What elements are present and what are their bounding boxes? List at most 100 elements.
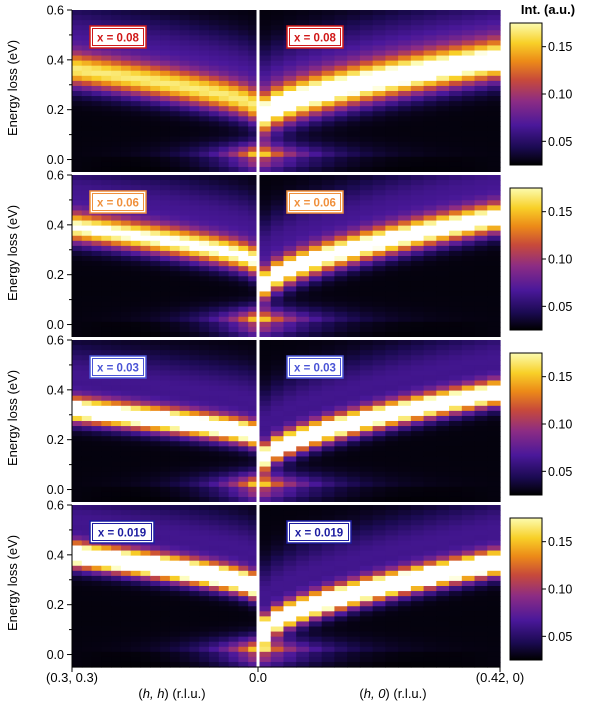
heatmap-cell	[461, 15, 476, 21]
heatmap-cell	[270, 471, 285, 478]
heatmap-cell	[101, 240, 112, 247]
heatmap-cell	[160, 535, 171, 542]
heatmap-cell	[410, 520, 425, 526]
heatmap-cell	[111, 491, 122, 498]
heatmap-cell	[248, 30, 259, 36]
heatmap-cell	[398, 235, 412, 242]
heatmap-cell	[449, 481, 463, 488]
heatmap-cell	[296, 631, 310, 638]
heatmap-cell	[347, 575, 361, 582]
heatmap-cell	[334, 151, 348, 158]
heatmap-cell	[283, 136, 297, 143]
heatmap-cell	[111, 555, 122, 562]
heatmap-cell	[101, 91, 112, 97]
heatmap-cell	[461, 235, 476, 242]
panel-separators	[70, 8, 502, 672]
heatmap-cell	[228, 15, 240, 21]
heatmap-cell	[474, 580, 488, 587]
heatmap-cell	[461, 261, 476, 267]
heatmap-cell	[461, 441, 476, 447]
heatmap-cell	[160, 471, 171, 478]
heatmap-cell	[81, 126, 93, 133]
heatmap-cell	[423, 345, 437, 351]
heatmap-cell	[308, 656, 323, 663]
heatmap-cell	[347, 441, 361, 447]
heatmap-cell	[228, 306, 240, 313]
heatmap-cell	[169, 570, 181, 577]
heatmap-cell	[218, 266, 230, 272]
heatmap-cell	[228, 106, 240, 112]
heatmap-cell	[140, 256, 151, 262]
heatmap-cell	[111, 340, 122, 346]
heatmap-cell	[179, 225, 191, 232]
heatmap-cell	[238, 621, 249, 628]
heatmap-cell	[209, 535, 220, 542]
heatmap-cell	[359, 245, 374, 252]
heatmap-cell	[296, 415, 310, 422]
heatmap-cell	[385, 316, 399, 323]
heatmap-cell	[321, 50, 336, 57]
heatmap-cell	[423, 50, 437, 57]
heatmap-cell	[296, 486, 310, 493]
heatmap-cell	[347, 340, 361, 346]
heatmap-cell	[461, 141, 476, 148]
heatmap-cell	[296, 405, 310, 412]
heatmap-cell	[72, 395, 83, 402]
heatmap-cell	[270, 390, 285, 397]
heatmap-cell	[258, 591, 272, 597]
heatmap-cell	[474, 405, 488, 412]
heatmap-cell	[91, 400, 102, 407]
heatmap-cell	[449, 126, 463, 133]
heatmap-cell	[150, 296, 161, 303]
heatmap-cell	[150, 276, 161, 282]
heatmap-cell	[91, 471, 102, 478]
heatmap-cell	[296, 106, 310, 112]
heatmap-cell	[72, 15, 83, 21]
heatmap-cell	[347, 331, 361, 338]
heatmap-cell	[283, 515, 297, 521]
heatmap-cell	[474, 505, 488, 511]
heatmap-cell	[209, 596, 220, 602]
heatmap-cell	[248, 311, 259, 318]
colorbar-tick-label: 0.10	[548, 253, 572, 267]
heatmap-cell	[270, 116, 285, 122]
heatmap-cell	[209, 340, 220, 346]
heatmap-cell	[130, 321, 142, 328]
heatmap-cell	[487, 535, 501, 542]
heatmap-cell	[72, 210, 83, 217]
heatmap-cell	[423, 261, 437, 267]
heatmap-cell	[283, 326, 297, 333]
heatmap-cell	[474, 656, 488, 663]
heatmap-cell	[238, 345, 249, 351]
heatmap-cell	[81, 55, 93, 62]
heatmap-cell	[308, 570, 323, 577]
heatmap-cell	[449, 611, 463, 617]
heatmap-cell	[410, 375, 425, 382]
heatmap-cell	[321, 101, 336, 107]
heatmap-cell	[140, 415, 151, 422]
heatmap-cell	[321, 65, 336, 72]
heatmap-cell	[189, 65, 200, 72]
heatmap-cell	[436, 451, 450, 458]
heatmap-cell	[228, 491, 240, 498]
heatmap-cell	[359, 380, 374, 387]
heatmap-cell	[474, 316, 488, 323]
heatmap-cell	[218, 616, 230, 623]
heatmap-cell	[199, 410, 210, 417]
heatmap-cell	[321, 146, 336, 153]
heatmap-cell	[209, 111, 220, 117]
heatmap-cell	[321, 316, 336, 323]
heatmap-cell	[308, 591, 323, 597]
heatmap-cell	[283, 476, 297, 483]
heatmap-cell	[111, 656, 122, 663]
heatmap-cell	[474, 296, 488, 303]
heatmap-cell	[150, 456, 161, 463]
heatmap-cell	[449, 205, 463, 212]
heatmap-cell	[199, 205, 210, 212]
heatmap-cell	[410, 96, 425, 102]
heatmap-cell	[140, 646, 151, 653]
heatmap-cell	[385, 661, 399, 668]
heatmap-cell	[150, 345, 161, 351]
heatmap-cell	[111, 240, 122, 247]
heatmap-cell	[334, 256, 348, 262]
